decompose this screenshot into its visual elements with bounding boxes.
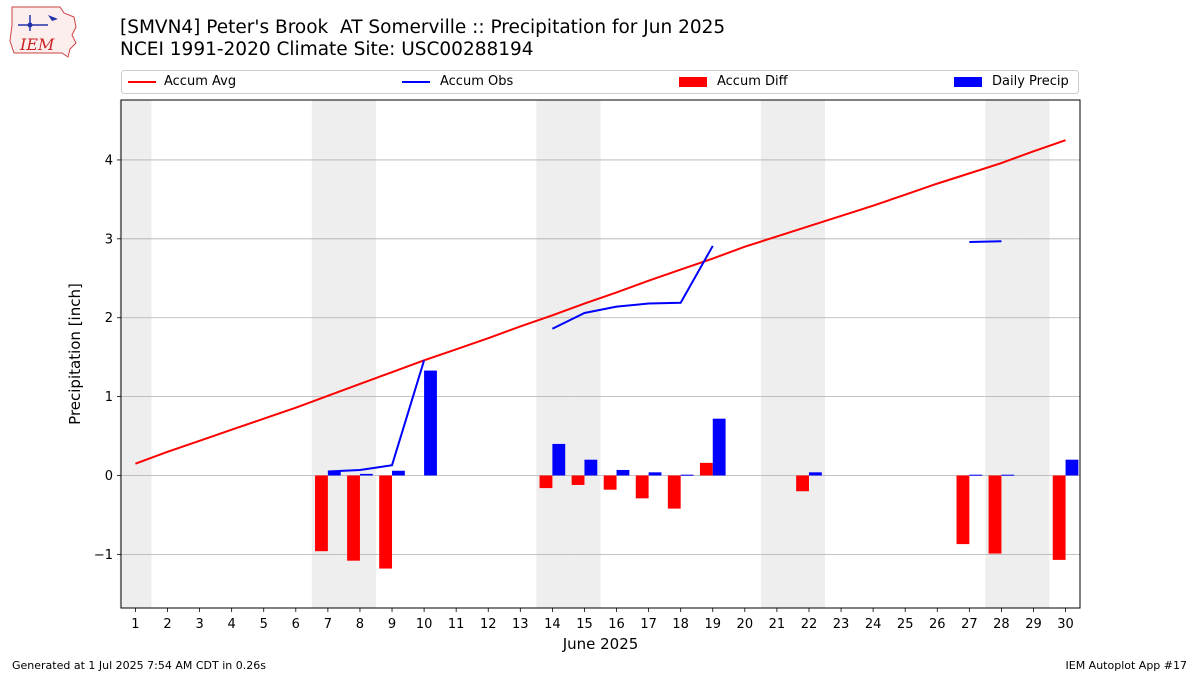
footer-generated: Generated at 1 Jul 2025 7:54 AM CDT in 0…: [12, 659, 266, 672]
daily-precip-bar-18: [680, 474, 694, 476]
x-tick-label-16: 16: [608, 617, 625, 632]
x-tick-label-6: 6: [292, 617, 300, 632]
x-tick-label-28: 28: [993, 617, 1010, 632]
weekend-shade-1: [119, 100, 152, 608]
daily-precip-bar-7: [327, 471, 341, 476]
legend-label-accum-obs: Accum Obs: [440, 74, 514, 89]
accum-obs-line-2: [969, 240, 1002, 243]
daily-precip-bar-30: [1065, 459, 1079, 476]
x-axis-label: June 2025: [562, 635, 639, 653]
footer-app: IEM Autoplot App #17: [1065, 659, 1188, 672]
accum-diff-bar-9: [379, 475, 393, 569]
legend-swatch-daily-precip: [954, 77, 982, 87]
chart-subtitle: NCEI 1991-2020 Climate Site: USC00288194: [120, 39, 534, 60]
daily-precip-bar-10: [424, 370, 437, 476]
y-tick-label-0: 0: [105, 469, 113, 484]
x-tick-label-23: 23: [833, 617, 850, 632]
accum-obs-line-1: [551, 245, 714, 330]
y-tick-label-3: 3: [105, 232, 113, 247]
daily-precip-bar-8: [359, 473, 373, 476]
legend-label-accum-avg: Accum Avg: [164, 74, 237, 89]
x-tick-label-5: 5: [260, 617, 268, 632]
daily-precip-bar-17: [648, 472, 662, 476]
accum-diff-bar-27: [956, 475, 970, 545]
x-tick-label-25: 25: [897, 617, 914, 632]
x-tick-label-4: 4: [228, 617, 236, 632]
x-tick-label-12: 12: [480, 617, 497, 632]
x-tick-label-14: 14: [544, 617, 561, 632]
y-tick-label-1: 1: [105, 390, 113, 405]
logo-text: IEM: [19, 35, 55, 54]
x-tick-label-22: 22: [801, 617, 818, 632]
x-tick-label-30: 30: [1057, 617, 1074, 632]
x-tick-label-9: 9: [388, 617, 396, 632]
x-tick-label-10: 10: [416, 617, 433, 632]
x-tick-label-3: 3: [195, 617, 203, 632]
accum-diff-bar-17: [635, 475, 649, 499]
x-tick-label-24: 24: [865, 617, 882, 632]
x-tick-label-11: 11: [448, 617, 465, 632]
accum-diff-bar-8: [347, 475, 360, 561]
accum-diff-bar-28: [988, 475, 1002, 554]
weekend-shade-15: [568, 100, 601, 608]
x-tick-label-1: 1: [131, 617, 139, 632]
x-tick-label-26: 26: [929, 617, 946, 632]
accum-diff-bar-14: [539, 475, 553, 489]
accum-diff-bar-7: [315, 475, 328, 552]
x-tick-label-18: 18: [672, 617, 689, 632]
daily-precip-bar-22: [808, 472, 822, 476]
x-tick-label-17: 17: [640, 617, 657, 632]
weekend-shade-22: [792, 100, 826, 608]
y-tick-label--1: −1: [94, 548, 113, 563]
accum-obs-line-0: [327, 360, 426, 473]
legend: Accum Avg Accum Obs Accum Diff Daily Pre…: [121, 70, 1079, 94]
weekend-shade-29: [1017, 100, 1050, 608]
accum-diff-bar-15: [571, 475, 585, 485]
plot-frame: [120, 99, 1081, 609]
x-tick-label-7: 7: [324, 617, 332, 632]
daily-precip-bar-14: [552, 443, 566, 476]
weekend-shade-21: [760, 100, 793, 608]
accum-diff-bar-19: [699, 462, 713, 476]
daily-precip-bar-27: [969, 474, 983, 476]
accum-diff-bar-16: [603, 475, 617, 490]
legend-swatch-accum-diff: [679, 77, 707, 87]
x-tick-label-27: 27: [961, 617, 978, 632]
x-tick-label-13: 13: [512, 617, 529, 632]
daily-precip-bar-28: [1001, 474, 1015, 476]
daily-precip-bar-19: [712, 418, 726, 476]
daily-precip-bar-16: [616, 469, 630, 476]
x-tick-label-20: 20: [737, 617, 754, 632]
x-tick-label-29: 29: [1025, 617, 1042, 632]
legend-label-accum-diff: Accum Diff: [717, 74, 788, 89]
daily-precip-bar-15: [584, 459, 598, 476]
accum-diff-bar-18: [667, 475, 681, 509]
y-tick-label-4: 4: [105, 153, 113, 168]
accum-diff-bar-30: [1052, 475, 1066, 560]
x-tick-label-19: 19: [704, 617, 721, 632]
x-tick-label-2: 2: [163, 617, 171, 632]
weekend-shade-14: [536, 100, 569, 608]
accum-diff-bar-22: [796, 475, 809, 492]
x-tick-label-21: 21: [769, 617, 786, 632]
chart-title: [SMVN4] Peter's Brook AT Somerville :: P…: [120, 17, 726, 38]
accum-avg-line: [135, 139, 1066, 465]
x-tick-label-15: 15: [576, 617, 593, 632]
daily-precip-bar-9: [392, 470, 405, 476]
y-tick-label-2: 2: [105, 311, 113, 326]
x-tick-label-8: 8: [356, 617, 364, 632]
legend-label-daily-precip: Daily Precip: [992, 74, 1069, 89]
iem-logo: IEM: [9, 6, 77, 58]
y-axis-label: Precipitation [inch]: [66, 283, 84, 425]
